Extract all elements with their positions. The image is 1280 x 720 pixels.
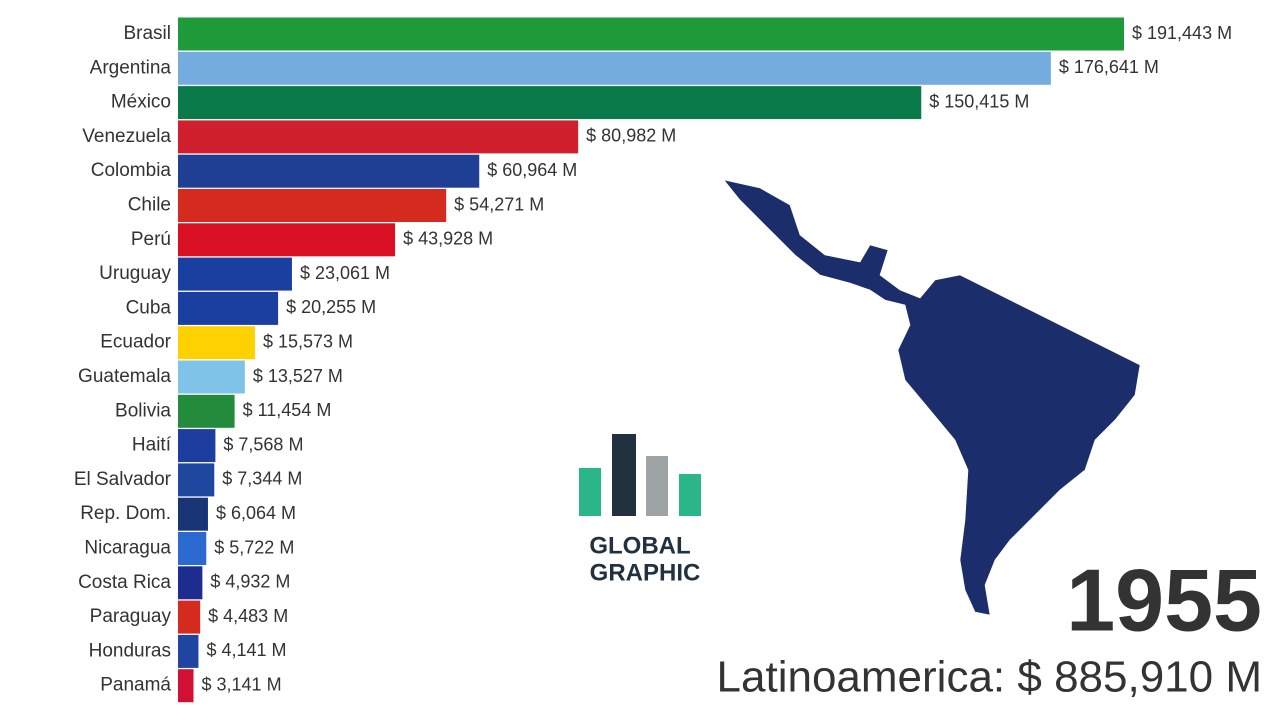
bar <box>178 154 480 188</box>
category-label: Costa Rica <box>78 572 171 593</box>
value-label: $ 60,964 M <box>487 160 577 180</box>
value-label: $ 176,641 M <box>1059 57 1159 77</box>
logo-text: GLOBAL <box>589 532 690 559</box>
bar <box>178 600 201 634</box>
value-label: $ 13,527 M <box>253 366 343 386</box>
value-label: $ 23,061 M <box>300 263 390 283</box>
category-label: Colombia <box>91 160 172 181</box>
bar <box>178 463 215 497</box>
bar <box>178 189 447 222</box>
value-label: $ 80,982 M <box>586 126 676 146</box>
bar <box>178 291 279 325</box>
bar <box>178 669 194 703</box>
map <box>723 179 1141 616</box>
value-label: $ 4,483 M <box>208 606 288 626</box>
bar <box>178 86 922 120</box>
category-label: Rep. Dom. <box>80 503 171 524</box>
value-label: $ 11,454 M <box>243 400 332 420</box>
value-label: $ 20,255 M <box>286 297 376 317</box>
value-label: $ 7,568 M <box>223 434 303 454</box>
value-label: $ 43,928 M <box>403 229 493 249</box>
bar <box>178 497 208 531</box>
value-label: $ 150,415 M <box>929 91 1029 111</box>
category-label: Venezuela <box>82 126 171 147</box>
category-label: Haití <box>132 435 172 456</box>
value-label: $ 4,141 M <box>206 640 286 660</box>
category-label: Bolivia <box>115 400 171 421</box>
bar <box>178 326 255 360</box>
bar <box>178 634 199 668</box>
value-label: $ 15,573 M <box>263 331 353 351</box>
category-label: Cuba <box>126 297 172 318</box>
category-label: Perú <box>131 229 171 250</box>
bar <box>178 223 396 257</box>
category-label: Brasil <box>123 23 171 44</box>
category-label: Ecuador <box>100 332 171 353</box>
total-label: Latinoamerica: $ 885,910 M <box>717 653 1262 702</box>
category-label: Honduras <box>89 640 171 661</box>
bar <box>178 532 207 565</box>
year: 1955 <box>1066 550 1262 649</box>
category-label: Guatemala <box>78 366 171 387</box>
value-label: $ 3,141 M <box>202 674 282 694</box>
value-label: $ 7,344 M <box>222 469 302 489</box>
category-label: Paraguay <box>90 606 172 627</box>
category-label: Argentina <box>90 57 172 78</box>
category-label: México <box>111 92 171 113</box>
category-label: Chile <box>128 195 171 216</box>
value-label: $ 54,271 M <box>454 194 544 214</box>
value-label: $ 5,722 M <box>214 537 294 557</box>
logo: GLOBAL GRAPHIC <box>579 434 701 586</box>
bar <box>178 429 216 463</box>
bar <box>178 17 1124 51</box>
category-label: El Salvador <box>74 469 172 490</box>
value-label: $ 191,443 M <box>1132 23 1232 43</box>
bar <box>178 394 235 428</box>
bar <box>178 51 1051 85</box>
value-label: $ 4,932 M <box>210 572 290 592</box>
category-label: Panamá <box>100 675 171 696</box>
bar <box>178 257 292 291</box>
bar <box>178 566 203 600</box>
category-label: Uruguay <box>99 263 171 284</box>
value-label: $ 6,064 M <box>216 503 296 523</box>
bar <box>178 120 579 154</box>
category-label: Nicaragua <box>84 538 171 559</box>
logo-text: GRAPHIC <box>590 559 701 586</box>
bar <box>178 360 245 394</box>
